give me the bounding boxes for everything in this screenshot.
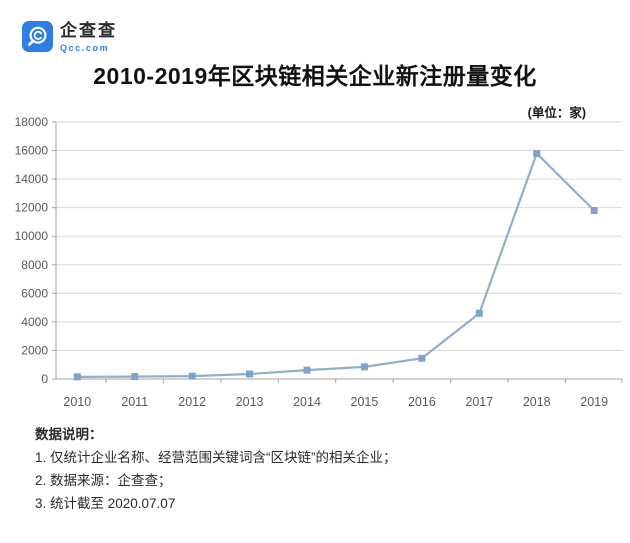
x-tick-label: 2013 (236, 395, 264, 409)
footnote-item-2: 2. 数据来源：企查查； (35, 473, 172, 488)
y-tick-label: 10000 (15, 229, 49, 243)
footnotes: 数据说明： 1. 仅统计企业名称、经营范围关键词含“区块链”的相关企业； 2. … (35, 423, 397, 515)
x-tick-label: 2015 (351, 395, 379, 409)
brand-domain: Qcc.com (60, 43, 110, 53)
unit-label: (单位：家) (527, 106, 586, 120)
footnote-heading: 数据说明： (35, 427, 103, 442)
line-chart-canvas: 0 2000 4000 6000 8000 10000 12000 14000 16000 180… (15, 115, 623, 409)
footnote-item-1: 1. 仅统计企业名称、经营范围关键词含“区块链”的相关企业； (35, 450, 397, 465)
data-point-2019 (590, 207, 598, 215)
qcc-magnifier-icon (22, 21, 53, 52)
x-tick-label: 2014 (293, 395, 321, 409)
data-point-2016 (418, 354, 426, 362)
y-tick-label: 2000 (21, 343, 48, 357)
x-tick-label: 2016 (408, 395, 436, 409)
data-point-2010 (73, 373, 81, 381)
y-tick-label: 0 (41, 372, 48, 386)
x-tick-label: 2018 (523, 395, 551, 409)
data-point-2013 (246, 370, 254, 378)
x-tick-label: 2011 (121, 395, 148, 409)
y-tick-label: 12000 (15, 201, 49, 215)
x-tick-label: 2017 (465, 395, 493, 409)
y-tick-label: 14000 (15, 172, 49, 186)
data-point-2017 (475, 309, 483, 317)
line-chart: 0 2000 4000 6000 8000 10000 12000 14000 16000 180… (0, 110, 630, 420)
brand-name: 企查查 (60, 21, 117, 40)
data-point-2018 (533, 149, 541, 157)
x-tick-label: 2012 (178, 395, 206, 409)
data-point-2015 (360, 363, 368, 371)
data-point-2012 (188, 372, 196, 380)
x-tick-label: 2010 (63, 395, 91, 409)
y-tick-label: 6000 (21, 286, 48, 300)
y-tick-label: 4000 (21, 315, 48, 329)
qcc-logo-text: 企查查 Qcc.com (60, 21, 117, 53)
data-line (77, 152, 595, 378)
qcc-logo: 企查查 Qcc.com (22, 21, 117, 53)
y-tick-label: 18000 (15, 115, 49, 129)
data-point-2014 (303, 366, 311, 374)
y-tick-label: 16000 (15, 144, 49, 158)
page-title: 2010-2019年区块链相关企业新注册量变化 (93, 63, 537, 89)
data-point-2011 (131, 373, 139, 381)
x-tick-label: 2019 (580, 395, 608, 409)
y-tick-label: 8000 (21, 258, 48, 272)
footnote-item-3: 3. 统计截至 2020.07.07 (35, 496, 176, 511)
